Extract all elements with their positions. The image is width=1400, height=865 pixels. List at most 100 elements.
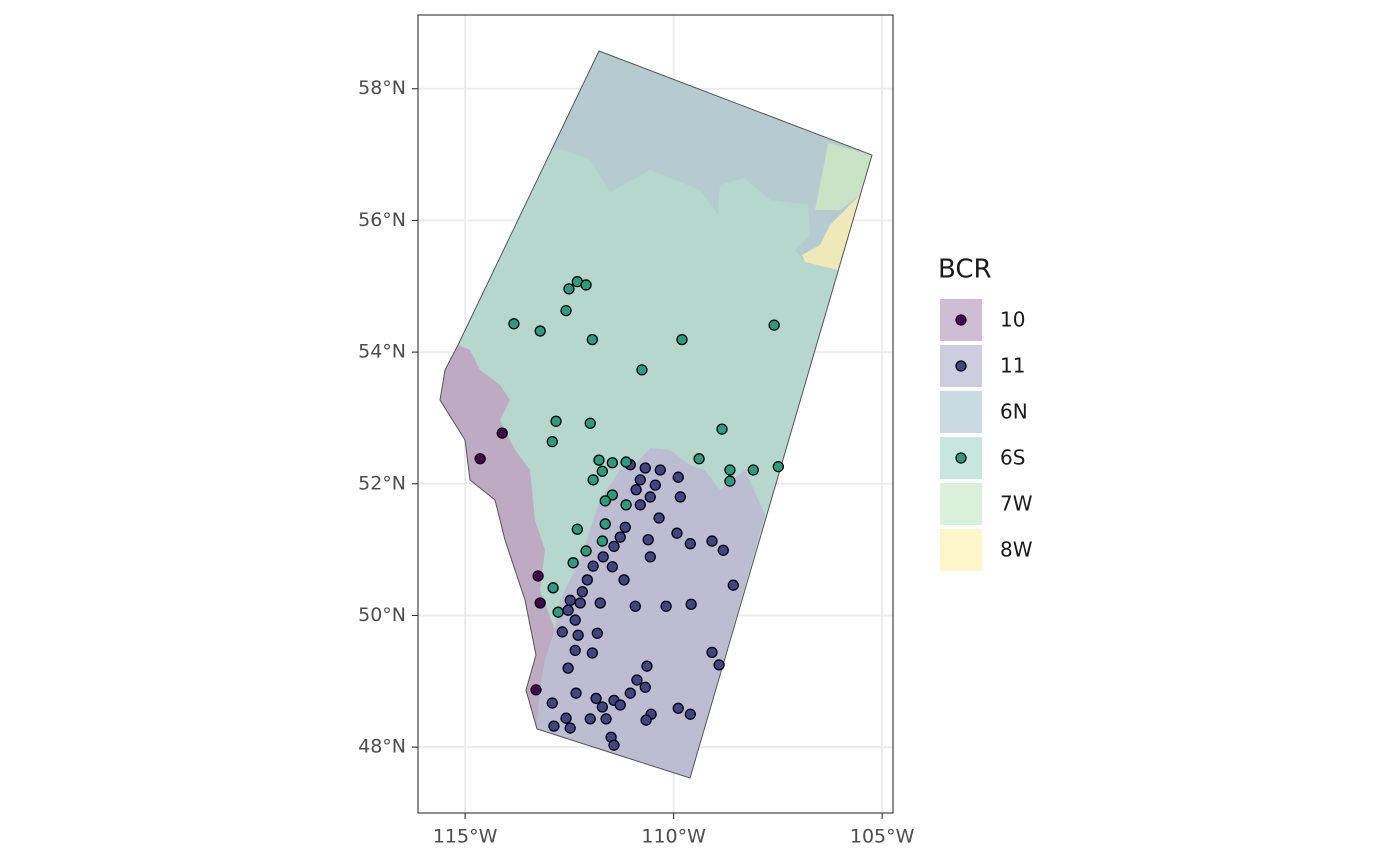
x-tick-label: 105°W [850,826,915,848]
point [572,629,584,641]
point [706,646,718,658]
point [672,702,684,714]
point [724,464,736,476]
point [594,597,606,609]
point [614,699,626,711]
point [685,598,697,610]
y-tick-label: 54°N [358,341,406,363]
point [580,279,592,291]
point [534,325,546,337]
legend-label: 6N [1000,400,1028,424]
point [660,600,672,612]
point [630,484,642,496]
point [571,523,583,535]
point [671,527,683,539]
point [586,333,598,346]
point [563,283,575,295]
point [634,474,646,486]
point [649,479,661,491]
point [676,333,688,346]
point [548,720,560,732]
legend-label: 11 [1000,354,1025,378]
point [546,697,558,709]
point [574,597,586,609]
point [674,491,686,503]
legend-label: 6S [1000,446,1025,470]
point [642,534,654,546]
point [584,417,596,429]
point [560,712,572,724]
point [614,531,626,543]
point [724,475,736,487]
point [747,464,759,476]
point [608,540,620,552]
point [534,597,546,609]
point [606,561,618,573]
point [564,722,576,734]
point [717,544,729,556]
point [608,739,620,751]
region-7w [815,143,872,210]
point [586,647,598,659]
point [620,456,632,468]
point [629,600,641,612]
point [634,499,646,511]
legend-point [955,314,967,326]
point [496,427,508,439]
legend-point [955,360,967,372]
point [706,535,718,547]
point [560,304,572,317]
point [591,627,603,639]
point [618,574,630,586]
point [552,606,564,618]
point [599,495,611,507]
point [570,687,582,699]
point [772,461,784,473]
point [508,318,520,330]
region-8w [802,195,860,270]
point [596,701,608,713]
x-tick-label: 110°W [641,826,706,848]
point [644,551,656,563]
legend: 10 11 6N 6S 7W 8W [940,299,1033,571]
point [580,545,592,557]
point [587,560,599,572]
point [596,465,608,477]
legend-key [940,529,982,571]
point [596,535,608,547]
outline [439,50,873,779]
point [684,538,696,550]
point [550,415,562,427]
point [600,713,612,725]
point [620,499,632,511]
point [569,644,581,657]
point [474,453,486,465]
point [530,684,542,696]
legend-label: 7W [1000,492,1033,516]
point [768,319,780,331]
point [653,512,665,524]
point [644,491,656,503]
point [599,518,611,530]
y-tick-label: 48°N [358,736,406,758]
legend-key [940,391,982,433]
point [547,582,559,594]
x-tick-label: 115°W [433,826,498,848]
point [569,614,581,626]
legend-label: 8W [1000,538,1033,562]
point [584,713,596,725]
legend-label: 10 [1000,308,1025,332]
point [624,687,636,699]
point [727,579,739,591]
point [619,521,631,533]
point [567,557,579,569]
y-tick-label: 56°N [358,209,406,231]
point [546,436,558,448]
point [693,453,705,465]
point [606,489,618,501]
point [556,626,568,638]
point [672,471,684,483]
y-tick-label: 50°N [358,604,406,626]
y-tick-label: 58°N [358,77,406,99]
